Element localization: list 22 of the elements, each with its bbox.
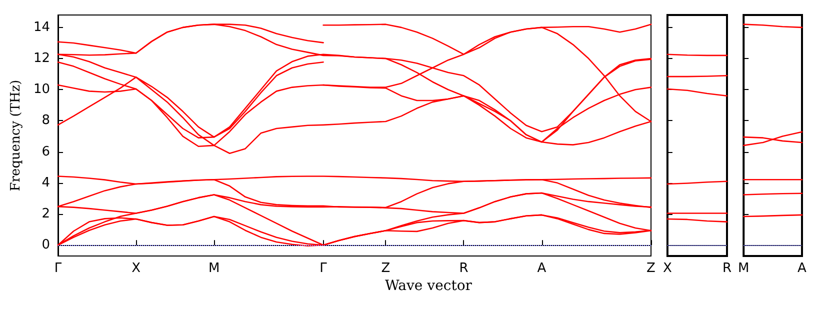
x-tick-label: Γ: [54, 261, 62, 276]
y-tick-label: 8: [42, 113, 50, 128]
x-tick-label: M: [738, 261, 750, 276]
y-tick-label: 2: [42, 206, 50, 222]
y-tick-label: 10: [33, 82, 50, 98]
x-tick-label: Z: [646, 261, 656, 276]
x-tick-label: A: [537, 261, 546, 276]
x-tick-label: Z: [381, 261, 390, 276]
x-tick-label: Γ: [320, 261, 328, 276]
x-tick-label: A: [798, 261, 807, 276]
y-tick-label: 0: [42, 238, 50, 253]
x-tick-label: R: [459, 261, 468, 276]
x-tick-label: X: [663, 261, 672, 276]
y-tick-label: 6: [42, 144, 50, 160]
y-axis-title: Frequency (THz): [8, 80, 24, 192]
x-tick-label: M: [208, 261, 220, 276]
x-axis-title: Wave vector: [385, 278, 472, 294]
y-tick-label: 12: [33, 51, 50, 66]
x-tick-label: X: [132, 261, 141, 276]
x-tick-label: R: [722, 261, 732, 276]
y-tick-label: 14: [33, 20, 50, 35]
y-tick-label: 4: [42, 175, 50, 190]
